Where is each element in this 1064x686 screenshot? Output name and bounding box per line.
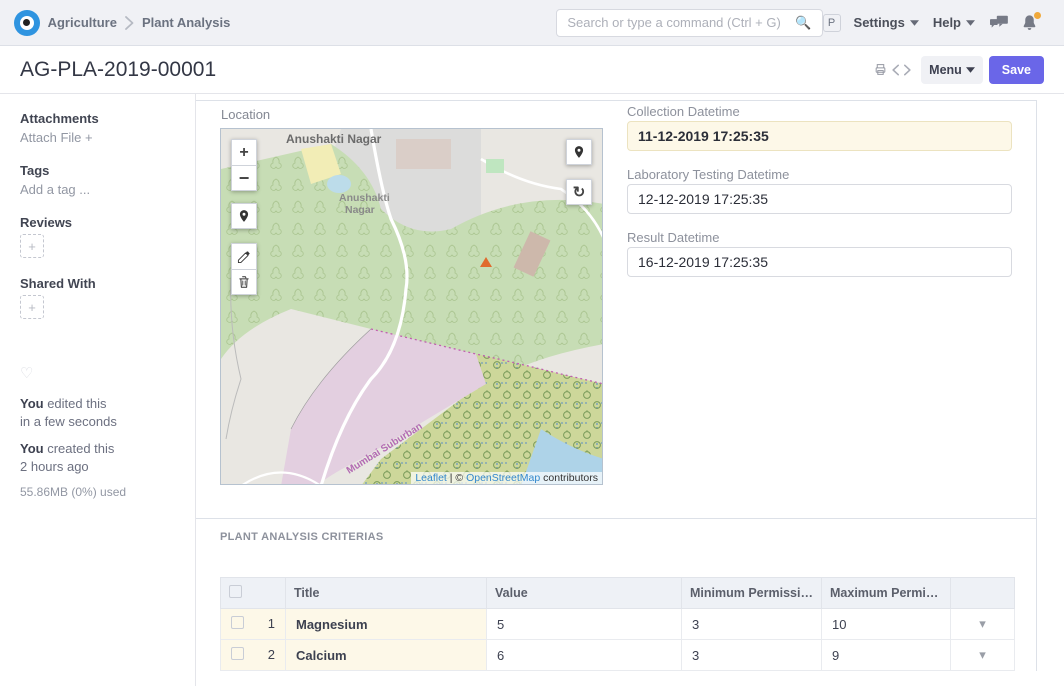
svg-text:Anushakti: Anushakti bbox=[339, 192, 390, 204]
svg-text:Nagar: Nagar bbox=[345, 204, 375, 216]
svg-text:Anushakti Nagar: Anushakti Nagar bbox=[286, 132, 382, 146]
